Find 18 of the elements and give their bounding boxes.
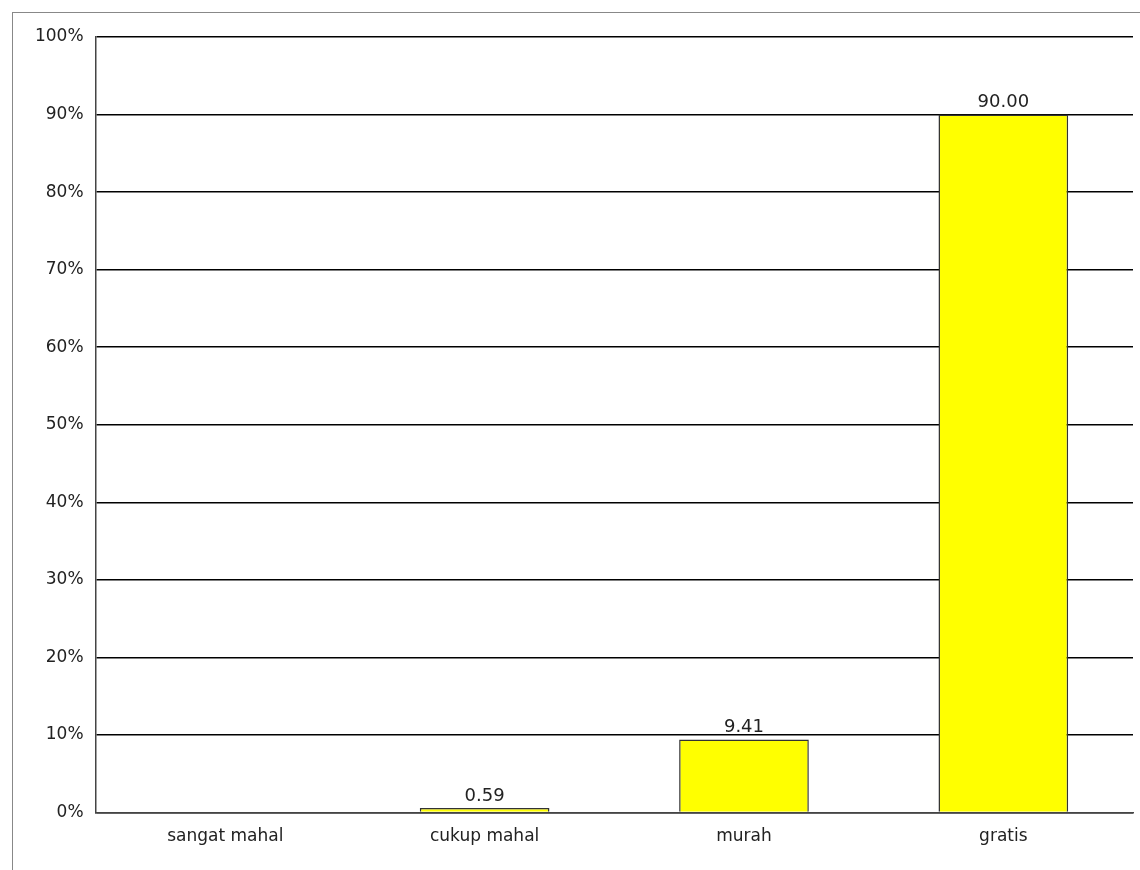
x-tick-label: sangat mahal (167, 825, 284, 846)
x-tick-label: gratis (979, 825, 1028, 846)
y-tick-label: 70% (45, 258, 84, 279)
y-tick-label: 20% (45, 645, 84, 666)
y-tick-label: 80% (45, 180, 84, 201)
data-label: 9.41 (723, 715, 765, 737)
y-tick-label: 100% (34, 25, 84, 46)
y-tick-label: 10% (45, 723, 84, 744)
x-tick-label: cukup mahal (429, 825, 540, 846)
y-tick-label: 0% (56, 801, 84, 822)
data-label: 90.00 (977, 90, 1030, 112)
y-tick-label: 40% (45, 490, 84, 511)
y-tick-label: 90% (45, 102, 84, 123)
data-label: 0.59 (464, 783, 505, 805)
y-tick-label: 30% (45, 568, 84, 589)
y-tick-label: 50% (45, 413, 84, 434)
x-tick-label: murah (716, 825, 772, 846)
y-tick-label: 60% (45, 335, 84, 356)
